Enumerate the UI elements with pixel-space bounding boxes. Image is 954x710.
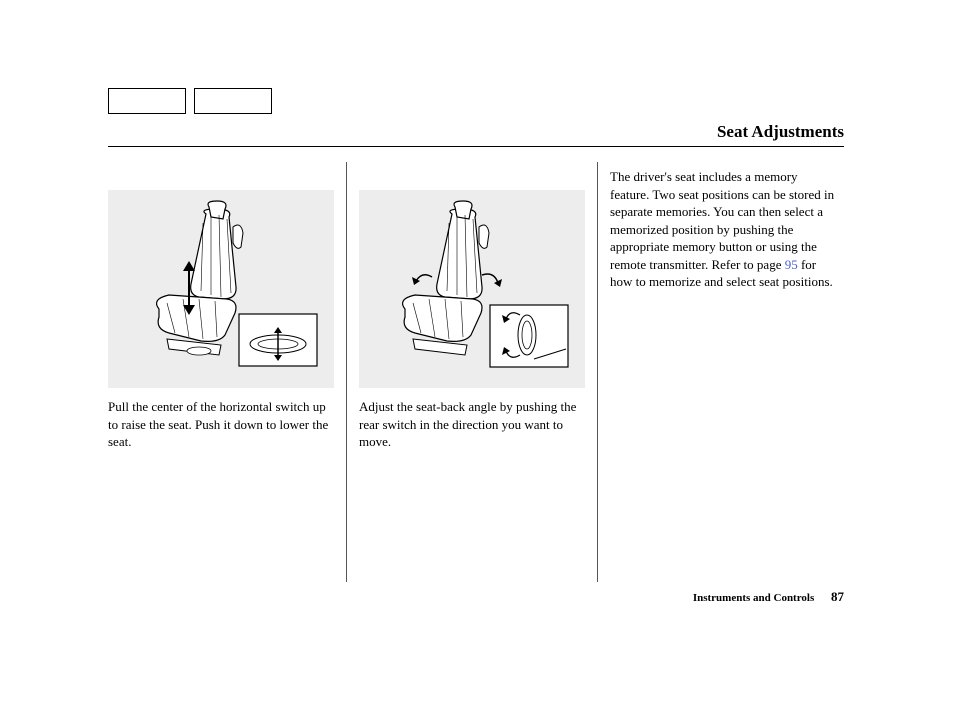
page-link-95[interactable]: 95 <box>785 257 798 272</box>
column-2: Adjust the seat-back angle by pushing th… <box>347 162 598 582</box>
top-link-boxes <box>108 88 272 114</box>
content-columns: Pull the center of the horizontal switch… <box>108 162 848 582</box>
column-3: The driver's seat includes a memory feat… <box>598 162 848 582</box>
nav-box-1[interactable] <box>108 88 186 114</box>
figure-seat-height <box>108 190 334 388</box>
caption-seat-back-angle: Adjust the seat-back angle by pushing th… <box>359 398 585 451</box>
footer-section-label: Instruments and Controls <box>693 592 814 604</box>
caption-seat-height: Pull the center of the horizontal switch… <box>108 398 334 451</box>
page-footer: Instruments and Controls 87 <box>693 589 844 605</box>
footer-page-number: 87 <box>831 589 844 604</box>
seat-height-illustration <box>121 199 321 379</box>
nav-box-2[interactable] <box>194 88 272 114</box>
seat-back-angle-illustration <box>372 199 572 379</box>
figure-seat-back-angle <box>359 190 585 388</box>
page-title: Seat Adjustments <box>108 122 844 142</box>
memory-feature-text: The driver's seat includes a memory feat… <box>610 162 836 291</box>
column-1: Pull the center of the horizontal switch… <box>108 162 347 582</box>
page-container: Seat Adjustments <box>0 0 954 710</box>
page-header: Seat Adjustments <box>108 122 844 147</box>
